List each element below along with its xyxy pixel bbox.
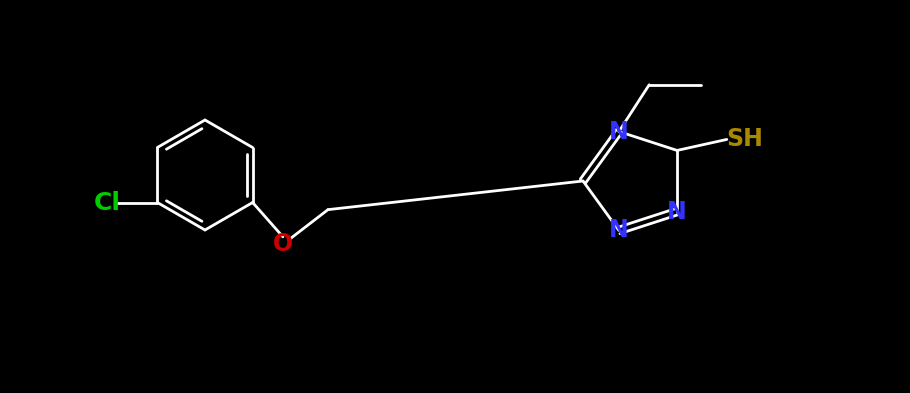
Text: N: N — [667, 200, 687, 224]
Text: Cl: Cl — [94, 191, 120, 215]
Text: O: O — [273, 232, 293, 256]
Text: SH: SH — [726, 127, 763, 151]
Text: N: N — [609, 119, 629, 143]
Text: N: N — [609, 219, 629, 242]
